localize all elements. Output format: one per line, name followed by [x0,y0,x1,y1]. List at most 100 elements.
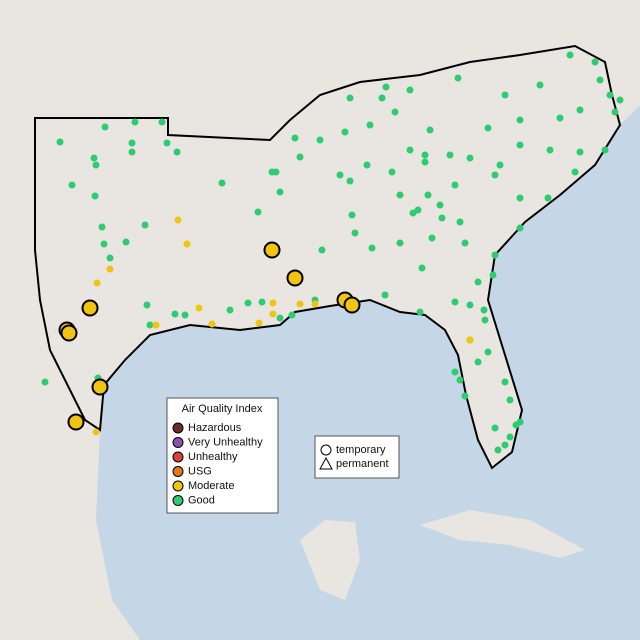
good-site [591,58,599,66]
good-site [421,151,429,159]
good-site [516,141,524,149]
good-site [611,108,619,116]
good-site [491,171,499,179]
good-site [128,139,136,147]
good-site [346,94,354,102]
legend-label: USG [188,465,212,477]
legend-label: Very Unhealthy [188,436,263,448]
good-site [461,239,469,247]
good-site [576,106,584,114]
good-site [501,378,509,386]
cuba [420,510,585,558]
good-site [496,161,504,169]
moderate-temporary-site [286,269,304,287]
good-site [288,311,296,319]
good-site [481,316,489,324]
good-site [501,91,509,99]
moderate-temporary-site [343,296,361,314]
good-site [456,218,464,226]
good-site [396,239,404,247]
moderate-site [106,265,114,273]
moderate-site [195,304,203,312]
good-site [436,201,444,209]
legend-swatch [172,451,184,463]
good-site [484,348,492,356]
good-site [90,154,98,162]
good-site [566,51,574,59]
moderate-temporary-site [81,299,99,317]
good-site [544,194,552,202]
good-site [491,251,499,259]
good-site [316,136,324,144]
good-site [276,188,284,196]
good-site [244,299,252,307]
good-site [318,246,326,254]
good-site [226,306,234,314]
moderate-site [208,320,216,328]
good-site [616,96,624,104]
legend-label: Unhealthy [188,451,238,463]
good-site [98,223,106,231]
good-site [128,148,136,156]
good-site [181,311,189,319]
good-site [101,123,109,131]
good-site [254,208,262,216]
good-site [536,81,544,89]
good-site [456,376,464,384]
good-site [131,118,139,126]
moderate-site [174,216,182,224]
good-site [601,146,609,154]
legend-label: Moderate [188,480,234,492]
good-site [91,192,99,200]
good-site [351,229,359,237]
moderate-site [296,300,304,308]
good-site [484,124,492,132]
good-site [418,264,426,272]
good-site [336,171,344,179]
good-site [366,121,374,129]
good-site [218,179,226,187]
legend-label: Good [188,494,215,506]
good-site [454,74,462,82]
good-site [474,278,482,286]
good-site [556,114,564,122]
good-site [451,368,459,376]
good-site [438,214,446,222]
good-site [276,314,284,322]
good-site [406,86,414,94]
shape-legend: temporary permanent [314,435,400,479]
good-site [143,301,151,309]
good-site [56,138,64,146]
moderate-temporary-site [91,378,109,396]
moderate-site [269,310,277,318]
moderate-temporary-site [67,413,85,431]
good-site [382,83,390,91]
legend-label: Hazardous [188,422,242,434]
aqi-legend: Air Quality Index Hazardous Very Unhealth… [166,397,279,514]
good-site [388,168,396,176]
moderate-temporary-site [263,241,281,259]
good-site [516,194,524,202]
good-site [346,177,354,185]
moderate-site [269,299,277,307]
yucatan [300,520,360,600]
good-site [163,139,171,147]
good-site [596,76,604,84]
good-site [446,151,454,159]
good-site [506,433,514,441]
good-site [348,211,356,219]
good-site [428,234,436,242]
moderate-site [255,319,263,327]
legend-swatch [172,466,184,477]
circle-symbol [320,444,332,456]
good-site [341,128,349,136]
moderate-site [311,300,319,308]
moderate-site [152,321,160,329]
good-site [122,238,130,246]
legend-box [166,397,279,514]
good-site [396,191,404,199]
good-site [406,146,414,154]
legend-swatch [172,422,184,434]
shape-label: permanent [336,458,389,470]
moderate-site [183,240,191,248]
